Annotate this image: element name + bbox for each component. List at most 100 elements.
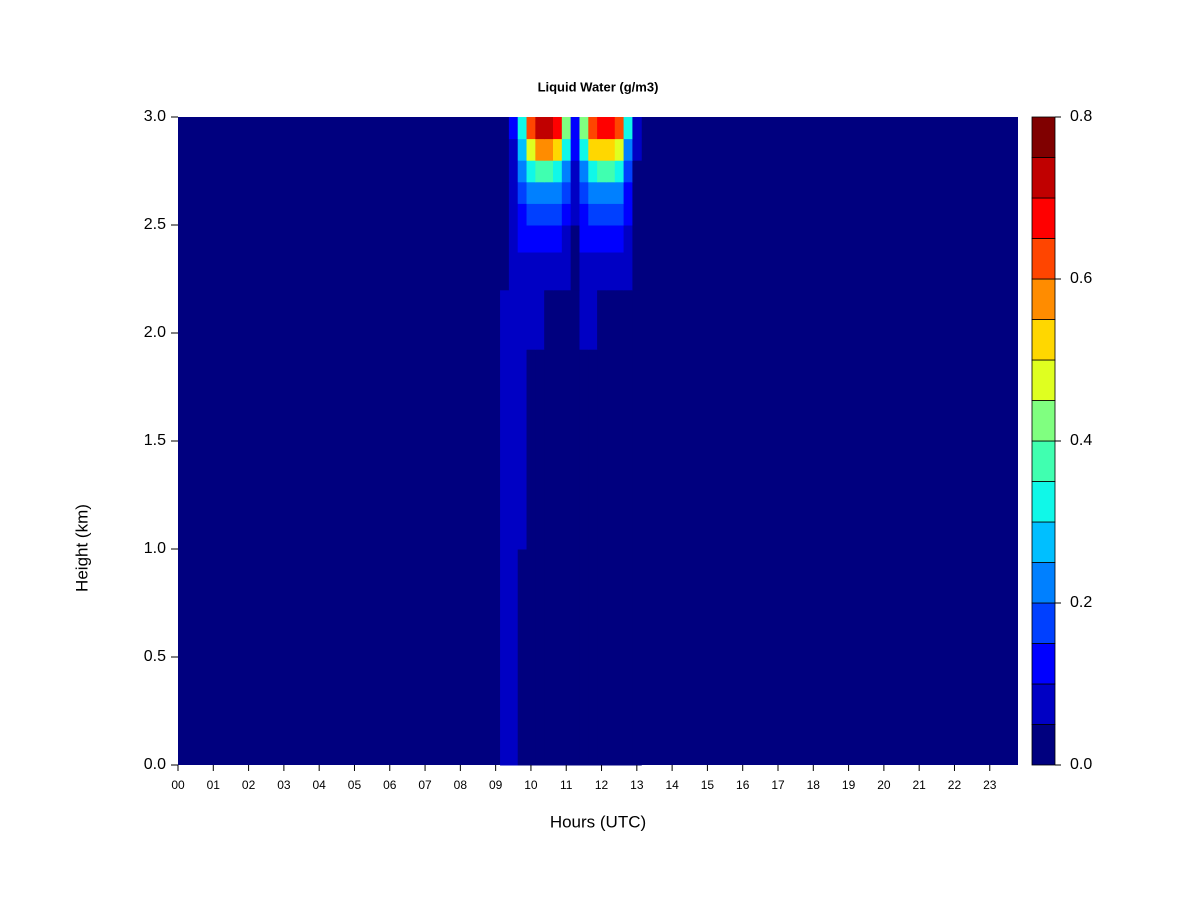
- heatmap-cell: [553, 252, 563, 291]
- heatmap-cell: [508, 349, 519, 442]
- heatmap-cell: [605, 349, 616, 442]
- heatmap-cell: [579, 252, 589, 291]
- heatmap-cell: [500, 549, 510, 658]
- heatmap-cell: [597, 349, 607, 442]
- heatmap-cell: [623, 203, 633, 226]
- x-tick-label: 01: [207, 778, 221, 792]
- heatmap-cell: [535, 349, 545, 442]
- heatmap-cell: [605, 252, 616, 291]
- heatmap-cell: [597, 289, 607, 350]
- colorbar-tick-label: 0.0: [1070, 756, 1092, 773]
- heatmap-cell: [517, 181, 528, 204]
- heatmap-cell: [526, 225, 536, 253]
- heatmap-cell: [570, 549, 580, 658]
- heatmap-cell: [597, 181, 607, 204]
- heatmap-cell: [614, 441, 625, 550]
- heatmap-cell: [597, 225, 607, 253]
- x-tick-label: 00: [171, 778, 185, 792]
- heatmap-cell: [500, 289, 510, 350]
- x-tick-label: 14: [665, 778, 679, 792]
- heatmap-cell: [623, 117, 633, 140]
- colorbar-swatch: [1031, 724, 1056, 766]
- heatmap-cell: [553, 289, 563, 350]
- heatmap-cell: [544, 252, 554, 291]
- heatmap-cell: [605, 441, 616, 550]
- heatmap-cell: [597, 549, 607, 658]
- heatmap-cell: [561, 441, 572, 550]
- heatmap-cell: [517, 252, 528, 291]
- x-tick-label: 09: [489, 778, 503, 792]
- heatmap-cell: [605, 225, 616, 253]
- x-tick-label: 02: [242, 778, 256, 792]
- y-tick-label: 0.5: [144, 648, 166, 665]
- heatmap-cell: [614, 203, 625, 226]
- y-tick-label: 0.0: [144, 756, 166, 773]
- heatmap-cell: [553, 160, 563, 183]
- y-tick-label: 2.0: [144, 324, 166, 341]
- heatmap-cell: [526, 138, 536, 161]
- heatmap-cell: [570, 203, 580, 226]
- heatmap-cell: [517, 160, 528, 183]
- heatmap-cell: [500, 225, 510, 253]
- heatmap-cell: [614, 181, 625, 204]
- heatmap-cell: [544, 657, 554, 766]
- heatmap-cell: [500, 441, 510, 550]
- colorbar-swatch: [1031, 359, 1056, 401]
- heatmap-cell: [570, 441, 580, 550]
- heatmap-cell: [526, 160, 536, 183]
- heatmap-cell: [500, 181, 510, 204]
- heatmap-cell: [553, 117, 563, 140]
- heatmap-cell: [544, 349, 554, 442]
- x-tick-label: 13: [630, 778, 644, 792]
- colorbar-swatch: [1031, 319, 1056, 361]
- heatmap-cell: [588, 549, 598, 658]
- x-tick-label: 08: [454, 778, 468, 792]
- heatmap-cell: [535, 289, 545, 350]
- x-tick-label: 23: [983, 778, 997, 792]
- heatmap-cell: [579, 549, 589, 658]
- heatmap-cell: [508, 225, 519, 253]
- heatmap-cell: [588, 441, 598, 550]
- heatmap-cell: [526, 117, 536, 140]
- heatmap-cell: [517, 549, 528, 658]
- chart-title: Liquid Water (g/m3): [538, 79, 659, 94]
- heatmap-cell: [623, 441, 633, 550]
- x-tick-label: 16: [736, 778, 750, 792]
- y-tick-label: 1.5: [144, 432, 166, 449]
- heatmap-cell: [588, 181, 598, 204]
- heatmap-cell: [508, 117, 519, 140]
- heatmap-cell: [605, 549, 616, 658]
- heatmap-cell: [588, 117, 598, 140]
- heatmap-cell: [517, 138, 528, 161]
- heatmap-cell: [597, 252, 607, 291]
- heatmap-cell: [544, 160, 554, 183]
- heatmap-cell: [561, 225, 572, 253]
- heatmap-cell: [553, 181, 563, 204]
- heatmap-cell: [544, 181, 554, 204]
- heatmap-cell: [588, 203, 598, 226]
- heatmap-cell: [561, 349, 572, 442]
- heatmap-cell: [579, 289, 589, 350]
- heatmap-cell: [535, 657, 545, 766]
- heatmap-cell: [632, 160, 642, 183]
- x-tick-label: 07: [418, 778, 432, 792]
- heatmap-cell: [500, 160, 510, 183]
- heatmap-cell: [623, 657, 633, 766]
- heatmap-cell: [500, 138, 510, 161]
- heatmap-cell: [632, 117, 642, 140]
- heatmap-cell: [561, 181, 572, 204]
- heatmap-cell: [597, 203, 607, 226]
- heatmap-cell: [570, 289, 580, 350]
- heatmap-cell: [588, 289, 598, 350]
- x-tick-label: 06: [383, 778, 397, 792]
- colorbar-tick-label: 0.2: [1070, 594, 1092, 611]
- heatmap-cell: [570, 225, 580, 253]
- x-axis-label: Hours (UTC): [550, 812, 646, 831]
- heatmap-cell: [614, 657, 625, 766]
- colorbar-swatch: [1031, 562, 1056, 604]
- heatmap-cell: [588, 349, 598, 442]
- y-tick-label: 3.0: [144, 108, 166, 125]
- y-axis-label: Height (km): [72, 504, 91, 592]
- heatmap-cell: [544, 225, 554, 253]
- heatmap-cell: [535, 225, 545, 253]
